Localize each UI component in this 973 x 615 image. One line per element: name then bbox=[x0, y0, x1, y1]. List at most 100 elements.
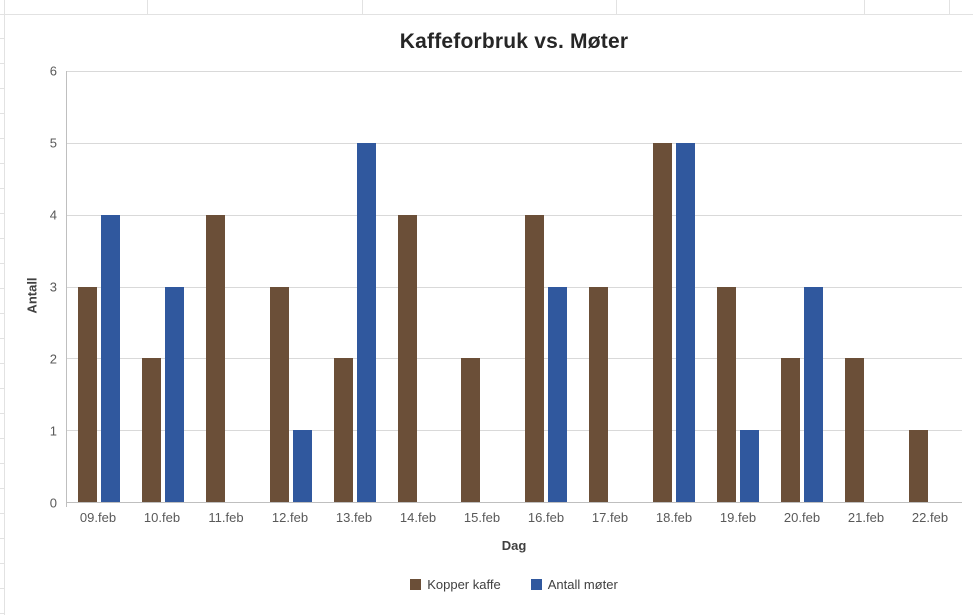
x-tick-label: 13.feb bbox=[335, 510, 373, 525]
bar-group-10.feb bbox=[131, 71, 195, 502]
x-tick-label: 16.feb bbox=[527, 510, 565, 525]
plot-area[interactable] bbox=[66, 71, 962, 507]
bar-pair bbox=[77, 71, 120, 502]
bar-kopper-kaffe[interactable] bbox=[589, 286, 609, 502]
x-tick-label: 14.feb bbox=[399, 510, 437, 525]
bar-kopper-kaffe[interactable] bbox=[845, 358, 865, 502]
sheet-gridline-vertical bbox=[4, 0, 5, 615]
bar-group-20.feb bbox=[770, 71, 834, 502]
bar-pair bbox=[717, 71, 760, 502]
sheet-column-line bbox=[616, 0, 617, 14]
bar-kopper-kaffe[interactable] bbox=[525, 214, 545, 502]
bar-group-18.feb bbox=[642, 71, 706, 502]
bar-antall-møter[interactable] bbox=[548, 286, 568, 502]
y-tick-label: 1 bbox=[49, 423, 57, 439]
bar-antall-møter[interactable] bbox=[356, 142, 376, 502]
bar-kopper-kaffe[interactable] bbox=[653, 142, 673, 502]
bar-kopper-kaffe[interactable] bbox=[77, 286, 97, 502]
gridline bbox=[67, 286, 962, 288]
bar-pair bbox=[525, 71, 568, 502]
bar-group-16.feb bbox=[514, 71, 578, 502]
bar-pair bbox=[653, 71, 696, 502]
x-tick-label: 09.feb bbox=[79, 510, 117, 525]
bar-group-12.feb bbox=[259, 71, 323, 502]
x-tick-label: 10.feb bbox=[143, 510, 181, 525]
x-tick-label: 15.feb bbox=[463, 510, 501, 525]
sheet-row-lines bbox=[0, 14, 4, 615]
y-tick-label: 4 bbox=[49, 207, 57, 223]
x-axis-title[interactable]: Dag bbox=[501, 538, 527, 553]
gridline bbox=[67, 71, 962, 72]
y-tick-label: 6 bbox=[49, 63, 57, 79]
bar-antall-møter[interactable] bbox=[740, 430, 760, 502]
bar-group-22.feb bbox=[898, 71, 962, 502]
sheet-column-line bbox=[362, 0, 363, 14]
bar-antall-møter[interactable] bbox=[164, 286, 184, 502]
y-tick-label: 5 bbox=[49, 135, 57, 151]
x-tick-label: 20.feb bbox=[783, 510, 821, 525]
y-tick-label: 0 bbox=[49, 495, 57, 511]
bar-pair bbox=[397, 71, 440, 502]
legend-label: Kopper kaffe bbox=[427, 577, 501, 592]
bar-kopper-kaffe[interactable] bbox=[908, 430, 928, 502]
bar-antall-møter[interactable] bbox=[100, 214, 120, 502]
bar-kopper-kaffe[interactable] bbox=[205, 214, 225, 502]
bar-kopper-kaffe[interactable] bbox=[397, 214, 417, 502]
chart-legend: Kopper kaffe Antall møter bbox=[66, 577, 962, 592]
bar-antall-møter[interactable] bbox=[676, 142, 696, 502]
x-tick-label: 21.feb bbox=[847, 510, 885, 525]
bar-kopper-kaffe[interactable] bbox=[333, 358, 353, 502]
bar-pair bbox=[333, 71, 376, 502]
bar-group-15.feb bbox=[451, 71, 515, 502]
chart-title[interactable]: Kaffeforbruk vs. Møter bbox=[399, 30, 629, 53]
bar-pair bbox=[461, 71, 503, 502]
bar-pair bbox=[205, 71, 248, 502]
bar-group-17.feb bbox=[578, 71, 642, 502]
bar-antall-møter[interactable] bbox=[292, 430, 312, 502]
sheet-column-line bbox=[147, 0, 148, 14]
bar-pair bbox=[908, 71, 951, 502]
bar-group-13.feb bbox=[323, 71, 387, 502]
bar-kopper-kaffe[interactable] bbox=[717, 286, 737, 502]
bar-group-11.feb bbox=[195, 71, 259, 502]
x-tick-label: 18.feb bbox=[655, 510, 693, 525]
gridline bbox=[67, 142, 962, 144]
y-axis-tick-labels: 0 1 2 3 4 5 6 bbox=[5, 64, 57, 511]
bar-antall-møter[interactable] bbox=[804, 286, 824, 502]
bar-group-09.feb bbox=[67, 71, 131, 502]
x-tick-label: 12.feb bbox=[271, 510, 309, 525]
x-tick-label: 22.feb bbox=[911, 510, 949, 525]
y-tick-label: 2 bbox=[49, 351, 57, 367]
x-tick-label: 17.feb bbox=[591, 510, 629, 525]
x-axis-tick-labels: 09.feb 10.feb 11.feb 12.feb 13.feb 14.feb 15.f… bbox=[66, 510, 962, 525]
sheet-gridline-horizontal bbox=[0, 14, 973, 15]
legend-swatch-blue-icon bbox=[530, 579, 542, 590]
bar-pair bbox=[845, 71, 887, 502]
x-tick-label: 19.feb bbox=[719, 510, 757, 525]
y-tick-label: 3 bbox=[49, 279, 57, 295]
bar-pair bbox=[269, 71, 312, 502]
x-tick-label: 11.feb bbox=[208, 510, 244, 525]
legend-label: Antall møter bbox=[547, 577, 618, 592]
bar-kopper-kaffe[interactable] bbox=[461, 358, 481, 502]
sheet-column-line bbox=[949, 0, 950, 14]
legend-item-antall-moter[interactable]: Antall møter bbox=[530, 577, 618, 592]
gridline bbox=[67, 214, 962, 216]
bar-group-21.feb bbox=[834, 71, 898, 502]
gridline bbox=[67, 358, 962, 360]
gridline bbox=[67, 430, 962, 432]
bar-pair bbox=[141, 71, 184, 502]
bar-kopper-kaffe[interactable] bbox=[141, 358, 161, 502]
bar-group-19.feb bbox=[706, 71, 770, 502]
bar-kopper-kaffe[interactable] bbox=[269, 286, 289, 502]
legend-item-kopper-kaffe[interactable]: Kopper kaffe bbox=[410, 577, 501, 592]
bar-group-14.feb bbox=[387, 71, 451, 502]
sheet-column-line bbox=[864, 0, 865, 14]
bar-pair bbox=[781, 71, 824, 502]
bar-kopper-kaffe[interactable] bbox=[781, 358, 801, 502]
bar-pair bbox=[589, 71, 631, 502]
legend-swatch-brown-icon bbox=[410, 579, 422, 590]
bar-groups bbox=[67, 71, 962, 502]
x-axis-tick bbox=[66, 502, 67, 507]
